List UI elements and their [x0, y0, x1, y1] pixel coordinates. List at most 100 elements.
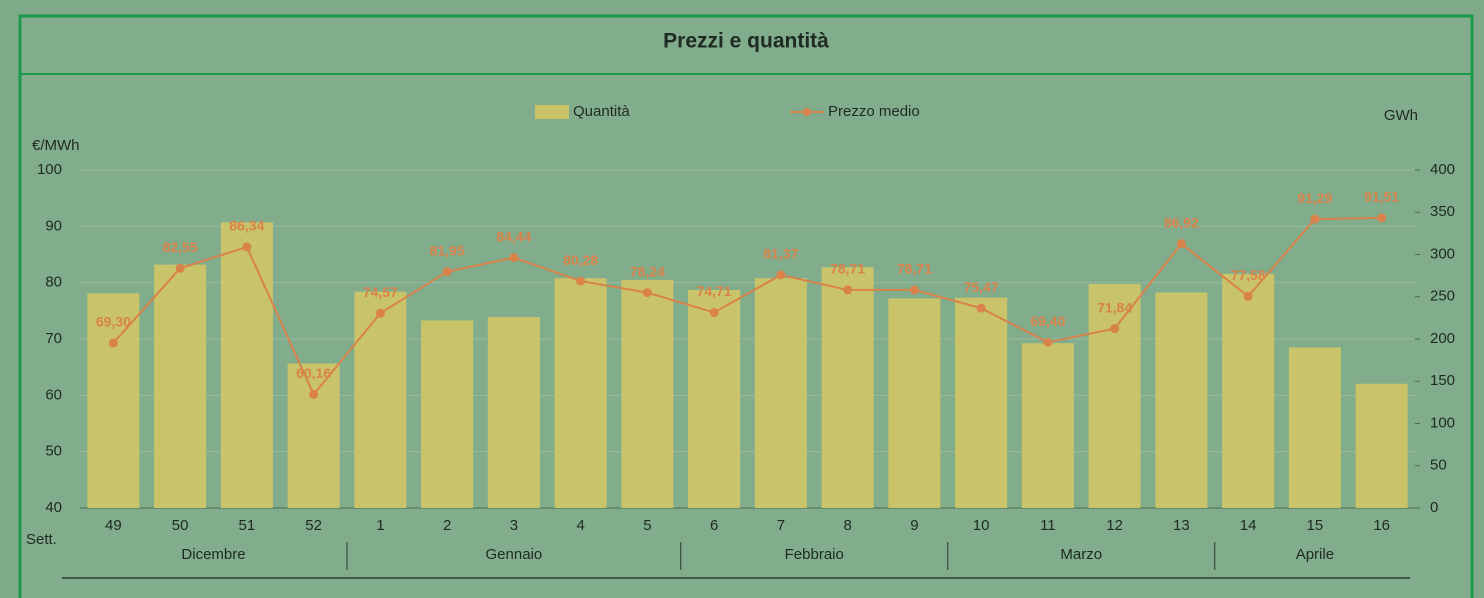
y-axis-label: €/MWh: [32, 137, 80, 154]
value-label: 80,28: [563, 252, 598, 268]
value-label: 84,44: [496, 228, 531, 244]
group-label: Marzo: [1060, 546, 1102, 563]
price-marker: [776, 270, 786, 280]
x-tick-label: 15: [1307, 517, 1324, 534]
x-tick-label: 4: [576, 517, 584, 534]
price-marker: [1110, 324, 1120, 334]
y-tick-label: 60: [45, 386, 62, 403]
value-label: 74,71: [697, 283, 732, 299]
value-label: 78,71: [897, 261, 932, 277]
value-label: 74,57: [363, 284, 398, 300]
value-label: 81,95: [430, 242, 465, 258]
price-marker: [709, 307, 719, 317]
y-tick-label: 50: [45, 443, 62, 460]
y2-tick-label: 300: [1430, 245, 1455, 262]
x-tick-label: 14: [1240, 517, 1257, 534]
bar: [154, 264, 207, 508]
price-line: [112, 216, 1382, 397]
x-tick-label: 3: [510, 517, 518, 534]
y2-tick-label: 50: [1430, 457, 1447, 474]
group-label: Aprile: [1296, 546, 1334, 563]
price-marker: [843, 285, 853, 295]
group-label: Febbraio: [785, 546, 844, 563]
value-label: 78,24: [630, 263, 665, 279]
bar: [1088, 284, 1141, 508]
legend-marker: [803, 108, 811, 116]
price-marker: [108, 338, 118, 348]
y-tick-label: 80: [45, 274, 62, 291]
y2-tick-label: 200: [1430, 330, 1455, 347]
legend-label: Prezzo medio: [828, 103, 920, 120]
value-label: 75,47: [964, 279, 999, 295]
x-tick-label: 1: [376, 517, 384, 534]
price-marker: [1243, 291, 1253, 301]
value-label: 91,51: [1364, 189, 1399, 205]
value-label: 60,16: [296, 365, 331, 381]
x-axis-label: Sett.: [26, 531, 57, 548]
value-label: 69,40: [1030, 313, 1065, 329]
x-tick-label: 49: [105, 517, 122, 534]
price-marker: [175, 263, 185, 273]
price-marker: [242, 242, 252, 252]
value-label: 91,29: [1297, 190, 1332, 206]
y2-tick-label: 350: [1430, 203, 1455, 220]
value-label: 69,30: [96, 314, 131, 330]
price-marker: [576, 276, 586, 286]
legend-swatch: [535, 105, 569, 119]
bar: [1021, 343, 1074, 508]
bar: [354, 291, 407, 508]
x-tick-label: 7: [777, 517, 785, 534]
y2-tick-label: 0: [1430, 499, 1438, 516]
price-marker: [1176, 239, 1186, 249]
x-tick-label: 16: [1373, 517, 1390, 534]
x-tick-label: 12: [1106, 517, 1123, 534]
bar: [554, 278, 607, 508]
y2-axis-label: GWh: [1384, 107, 1418, 124]
price-marker: [976, 303, 986, 313]
value-label: 82,55: [163, 239, 198, 255]
y-tick-label: 100: [37, 161, 62, 178]
bar: [1222, 273, 1275, 508]
price-marker: [642, 288, 652, 298]
value-label: 77,58: [1231, 267, 1266, 283]
legend-label: Quantità: [573, 103, 630, 120]
bar: [220, 222, 273, 508]
y2-tick-label: 100: [1430, 414, 1455, 431]
group-label: Gennaio: [486, 546, 543, 563]
group-label: Dicembre: [181, 546, 245, 563]
y-tick-label: 90: [45, 217, 62, 234]
bar: [688, 289, 741, 508]
y2-tick-label: 150: [1430, 372, 1455, 389]
y2-tick-label: 250: [1430, 288, 1455, 305]
price-marker: [375, 308, 385, 318]
bar: [621, 279, 674, 508]
x-tick-label: 2: [443, 517, 451, 534]
bar: [421, 320, 474, 508]
value-label: 86,34: [229, 218, 264, 234]
price-marker: [1377, 213, 1387, 223]
bar: [1355, 383, 1408, 508]
y2-tick-label: 400: [1430, 161, 1455, 178]
value-label: 78,71: [830, 261, 865, 277]
x-tick-label: 13: [1173, 517, 1190, 534]
bar: [1155, 292, 1208, 508]
price-marker: [1043, 337, 1053, 347]
x-tick-label: 10: [973, 517, 990, 534]
price-marker: [509, 253, 519, 263]
value-label: 71,84: [1097, 299, 1132, 315]
x-tick-label: 50: [172, 517, 189, 534]
chart-title: Prezzi e quantità: [663, 30, 829, 53]
x-tick-label: 52: [305, 517, 322, 534]
bar: [287, 363, 340, 508]
bar: [87, 293, 140, 508]
bar: [1288, 347, 1341, 508]
value-label: 86,92: [1164, 214, 1199, 230]
bar: [821, 267, 874, 508]
x-tick-label: 8: [843, 517, 851, 534]
price-marker: [309, 389, 319, 399]
x-tick-label: 6: [710, 517, 718, 534]
y-tick-label: 40: [45, 499, 62, 516]
bar: [888, 298, 941, 508]
value-label: 81,37: [763, 246, 798, 262]
